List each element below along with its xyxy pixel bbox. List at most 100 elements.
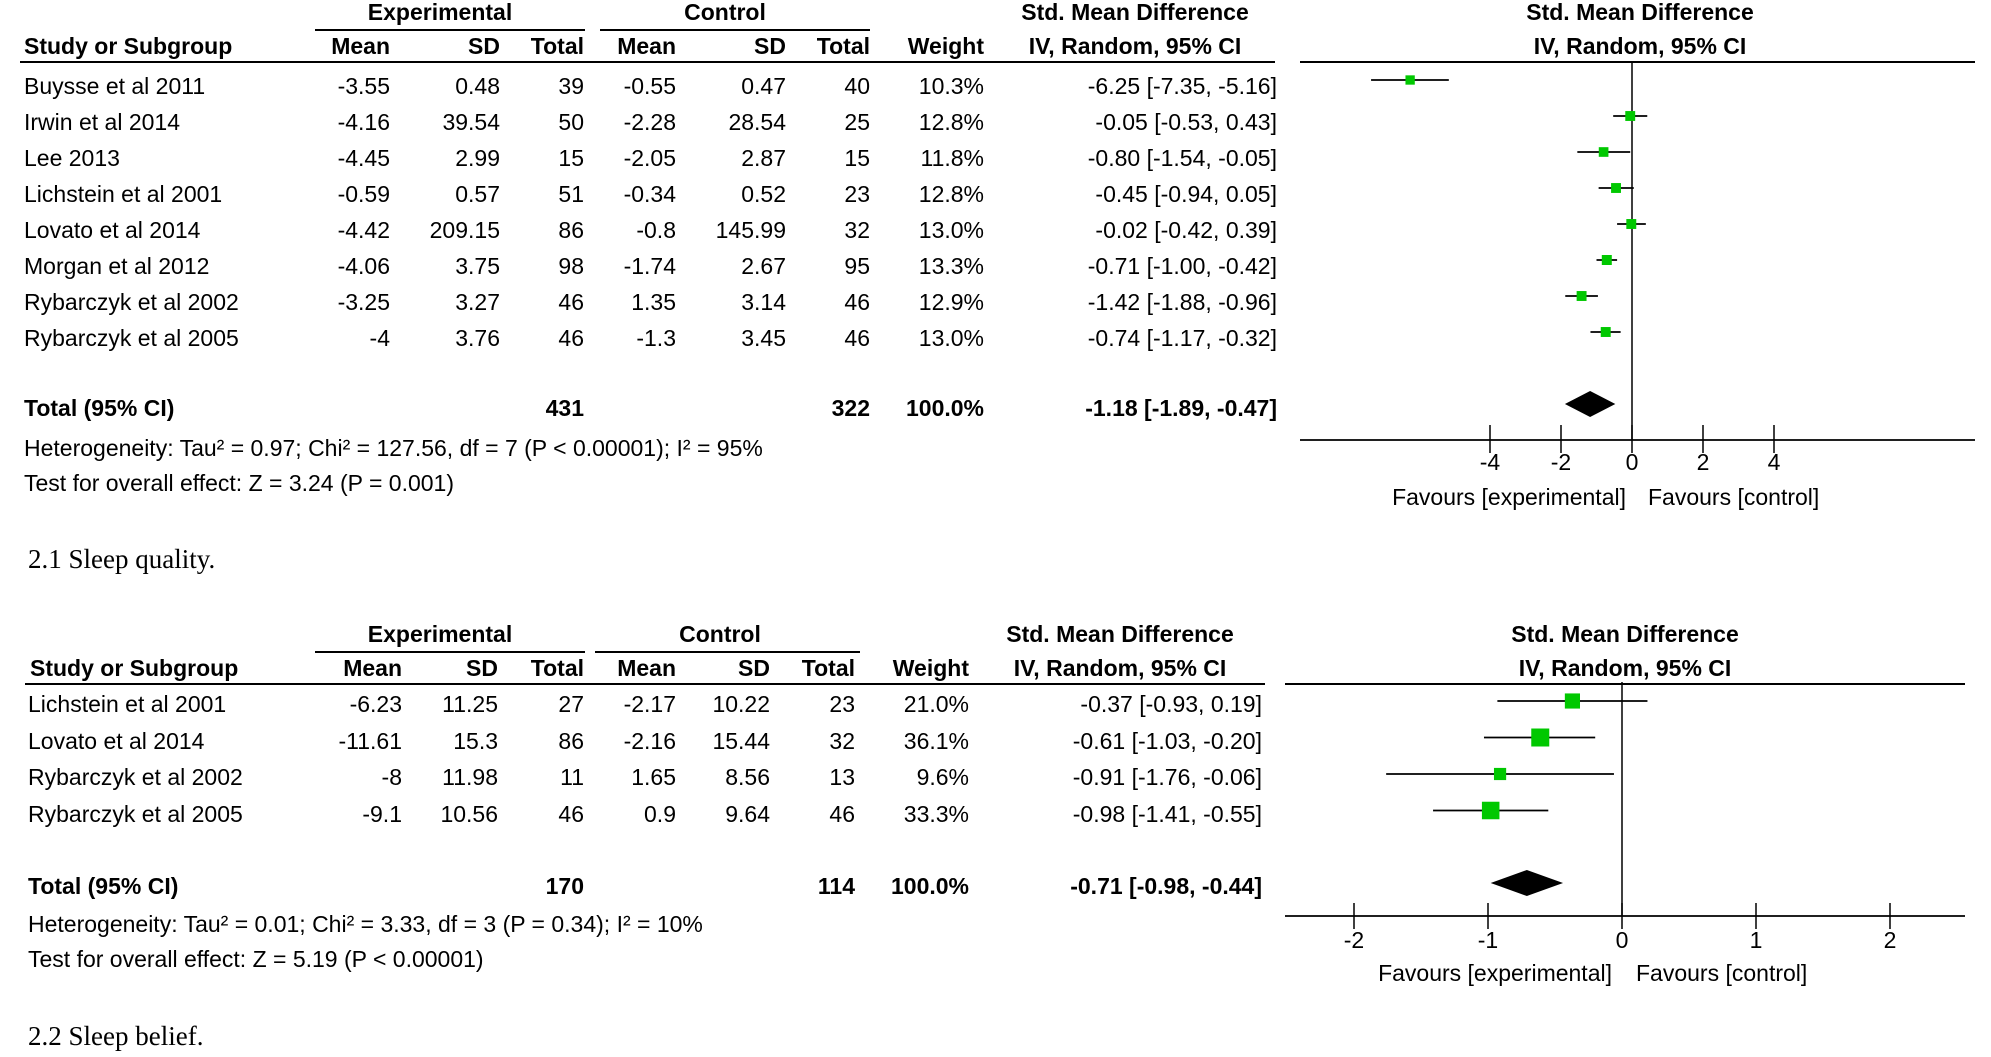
exp-total-cell: 39 [558, 73, 584, 99]
exp-sd-cell: 3.75 [455, 253, 500, 279]
ctrl-total-cell: 23 [829, 691, 855, 717]
ci-cell: -0.61 [-1.03, -0.20] [1072, 727, 1262, 754]
ctrl-mean-cell: -0.8 [636, 217, 676, 243]
point-estimate-marker [1493, 767, 1507, 781]
ctrl-mean-cell: -0.55 [623, 73, 676, 99]
exp-mean-cell: -3.55 [337, 73, 390, 99]
x-tick-label: 1 [1750, 927, 1763, 953]
ctrl-sd-cell: 145.99 [715, 217, 786, 243]
exp-total-cell: 86 [558, 727, 584, 754]
ctrl-sd-cell: 9.64 [725, 800, 770, 827]
weight-cell: 36.1% [903, 727, 969, 754]
exp-total-cell: 46 [558, 289, 584, 315]
weight-cell: 33.3% [903, 800, 969, 827]
ctrl-sd-cell: 3.14 [741, 289, 786, 315]
exp-mean-cell: -4 [369, 325, 390, 351]
exp-total-column-header: Total [530, 655, 584, 681]
study-name: Lee 2013 [24, 145, 120, 171]
weight-cell: 12.9% [918, 289, 984, 315]
exp-mean-cell: -6.23 [349, 691, 402, 717]
point-estimate-marker [1598, 147, 1609, 157]
exp-sd-cell: 0.57 [455, 181, 500, 207]
ci-cell: -0.91 [-1.76, -0.06] [1072, 764, 1262, 790]
exp-total-cell: 27 [558, 691, 584, 717]
x-tick-label: 2 [1697, 449, 1710, 475]
heterogeneity-text: Heterogeneity: Tau² = 0.97; Chi² = 127.5… [24, 435, 763, 461]
study-name: Lichstein et al 2001 [24, 181, 223, 207]
weight-cell: 13.0% [918, 325, 984, 351]
control-group-header: Control [684, 0, 766, 25]
ctrl-mean-cell: 0.9 [644, 800, 676, 827]
plot-smd-method-header: IV, Random, 95% CI [1518, 655, 1732, 681]
figure-caption-sleep-belief: 2.2 Sleep belief. [28, 1021, 204, 1051]
heterogeneity-text: Heterogeneity: Tau² = 0.01; Chi² = 3.33,… [28, 911, 703, 937]
ci-cell: -0.45 [-0.94, 0.05] [1095, 181, 1277, 207]
x-tick-label: 2 [1884, 927, 1897, 953]
study-name: Lovato et al 2014 [24, 217, 201, 243]
exp-total-cell: 46 [558, 325, 584, 351]
point-estimate-marker [1405, 75, 1415, 85]
ctrl-sd-cell: 8.56 [725, 764, 770, 790]
plot-header-rule [1300, 61, 1975, 63]
column-header-rule [25, 683, 1265, 685]
forest-plot-sleep-belief: -2 -1 0 1 2 Favours [experimental] Favours [co… [1285, 682, 1965, 986]
exp-mean-cell: -8 [381, 764, 402, 790]
total-ctrl-n: 114 [817, 873, 855, 899]
x-tick-label: -4 [1480, 449, 1501, 475]
total-ci-text: -0.71 [-0.98, -0.44] [1070, 873, 1262, 899]
point-estimate-marker [1601, 255, 1612, 265]
weight-cell: 12.8% [918, 109, 984, 135]
ctrl-sd-cell: 28.54 [728, 109, 786, 135]
ci-cell: -0.71 [-1.00, -0.42] [1087, 253, 1277, 279]
point-estimate-marker [1600, 327, 1611, 337]
study-column-header: Study or Subgroup [30, 655, 239, 681]
pooled-effect-diamond [1490, 870, 1564, 896]
weight-column-header: Weight [907, 33, 984, 59]
exp-total-cell: 15 [558, 145, 584, 171]
ci-cell: -0.80 [-1.54, -0.05] [1087, 145, 1277, 171]
weight-column-header: Weight [892, 655, 969, 681]
exp-total-cell: 46 [558, 800, 584, 827]
ci-cell: -6.25 [-7.35, -5.16] [1087, 73, 1277, 99]
weight-cell: 11.8% [920, 145, 984, 171]
total-label: Total (95% CI) [28, 873, 179, 899]
exp-total-cell: 98 [558, 253, 584, 279]
experimental-group-header: Experimental [367, 621, 513, 647]
ctrl-mean-cell: 1.35 [631, 289, 676, 315]
x-tick-label: 4 [1768, 449, 1781, 475]
study-name: Rybarczyk et al 2005 [24, 325, 239, 351]
ctrl-mean-cell: -2.16 [623, 727, 676, 754]
weight-cell: 21.0% [903, 691, 969, 717]
study-name: Lichstein et al 2001 [28, 691, 227, 717]
exp-mean-column-header: Mean [343, 655, 402, 681]
plot-smd-method-header: IV, Random, 95% CI [1533, 33, 1747, 59]
control-header-underline [600, 29, 870, 31]
ctrl-total-column-header: Total [816, 33, 870, 59]
control-header-underline [595, 651, 860, 653]
ctrl-total-cell: 23 [844, 181, 870, 207]
ctrl-total-column-header: Total [801, 655, 855, 681]
weight-cell: 12.8% [918, 181, 984, 207]
exp-mean-cell: -4.16 [337, 109, 390, 135]
ctrl-mean-cell: -1.74 [623, 253, 676, 279]
exp-sd-cell: 15.3 [453, 727, 498, 754]
study-name: Irwin et al 2014 [24, 109, 180, 135]
ctrl-sd-cell: 10.22 [712, 691, 770, 717]
exp-sd-cell: 39.54 [442, 109, 500, 135]
weight-cell: 13.3% [918, 253, 984, 279]
exp-sd-cell: 3.27 [455, 289, 500, 315]
study-name: Rybarczyk et al 2002 [24, 289, 239, 315]
weight-cell: 10.3% [918, 73, 984, 99]
exp-sd-cell: 2.99 [455, 145, 500, 171]
ci-cell: -1.42 [-1.88, -0.96] [1087, 289, 1277, 315]
point-estimate-marker [1611, 183, 1621, 193]
smd-title-header: Std. Mean Difference [1006, 621, 1234, 647]
exp-sd-cell: 11.25 [442, 691, 498, 717]
ctrl-total-cell: 40 [844, 73, 870, 99]
figure-caption-sleep-quality: 2.1 Sleep quality. [28, 544, 216, 574]
point-estimate-marker [1576, 291, 1587, 301]
x-tick-label: -2 [1551, 449, 1571, 475]
ctrl-total-cell: 32 [844, 217, 870, 243]
weight-cell: 9.6% [916, 764, 969, 790]
ctrl-sd-cell: 0.47 [741, 73, 786, 99]
